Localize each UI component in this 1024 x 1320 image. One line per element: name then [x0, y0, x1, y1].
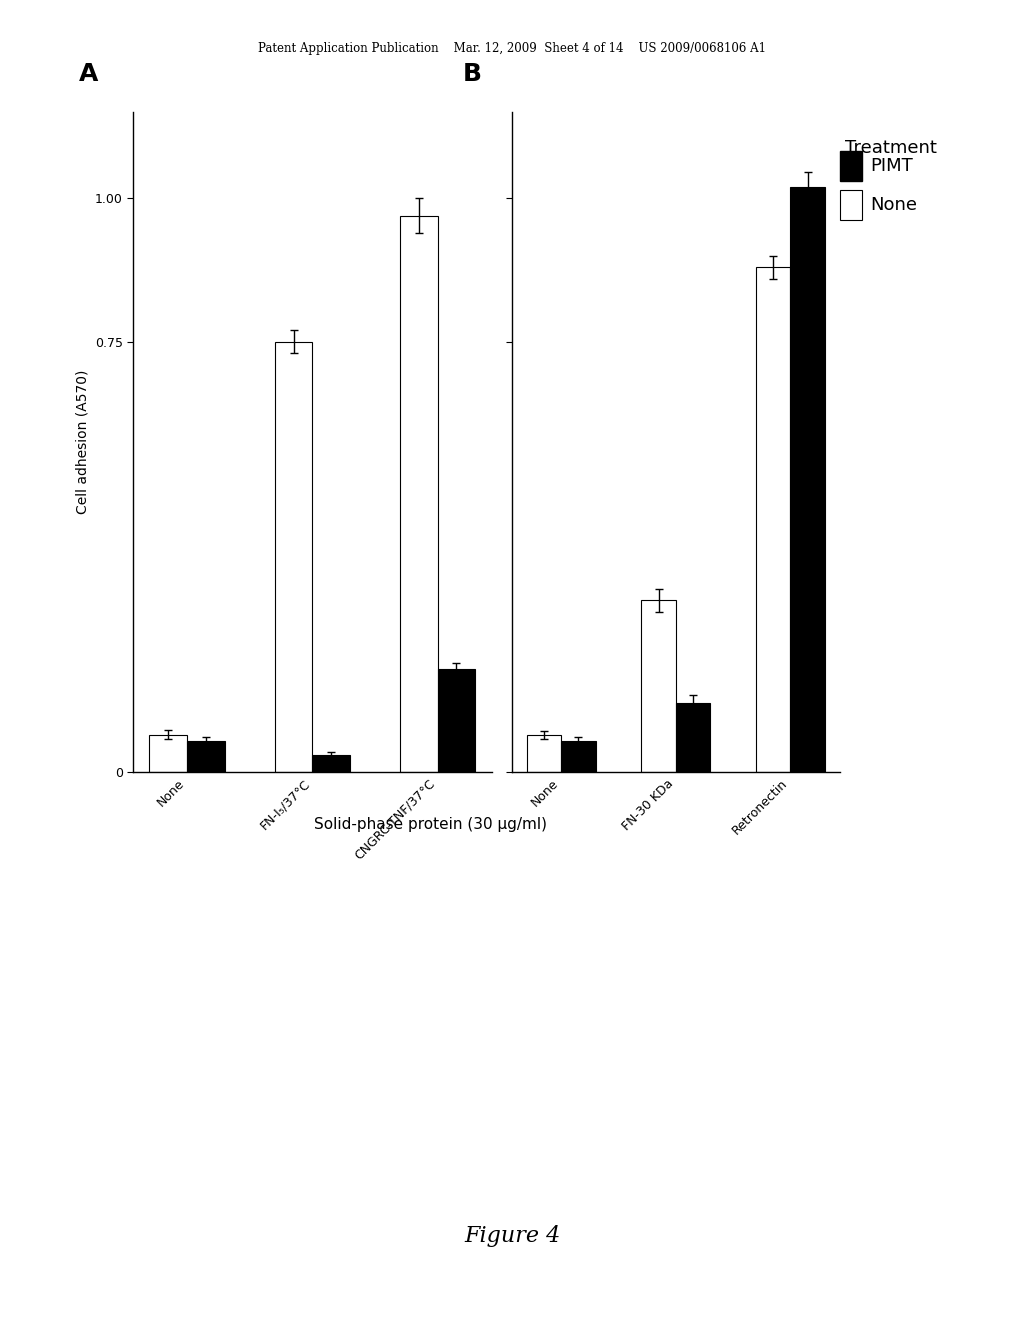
- Bar: [756, 267, 791, 772]
- Bar: [676, 704, 711, 772]
- Text: Figure 4: Figure 4: [464, 1225, 560, 1247]
- Bar: [312, 755, 350, 772]
- Bar: [840, 150, 862, 181]
- Bar: [561, 741, 596, 772]
- Text: PIMT: PIMT: [870, 157, 913, 174]
- Bar: [400, 215, 437, 772]
- Bar: [641, 601, 676, 772]
- Text: Patent Application Publication    Mar. 12, 2009  Sheet 4 of 14    US 2009/006810: Patent Application Publication Mar. 12, …: [258, 42, 766, 55]
- Bar: [791, 187, 824, 772]
- Text: Solid-phase protein (30 μg/ml): Solid-phase protein (30 μg/ml): [313, 817, 547, 833]
- Bar: [527, 735, 561, 772]
- Text: None: None: [870, 197, 918, 214]
- Bar: [840, 190, 862, 220]
- Text: Treatment: Treatment: [845, 139, 937, 157]
- Bar: [150, 735, 187, 772]
- Y-axis label: Cell adhesion (A570): Cell adhesion (A570): [75, 370, 89, 515]
- Bar: [274, 342, 312, 772]
- Bar: [187, 741, 224, 772]
- Bar: [437, 669, 475, 772]
- Text: B: B: [463, 62, 482, 86]
- Text: A: A: [80, 62, 98, 86]
